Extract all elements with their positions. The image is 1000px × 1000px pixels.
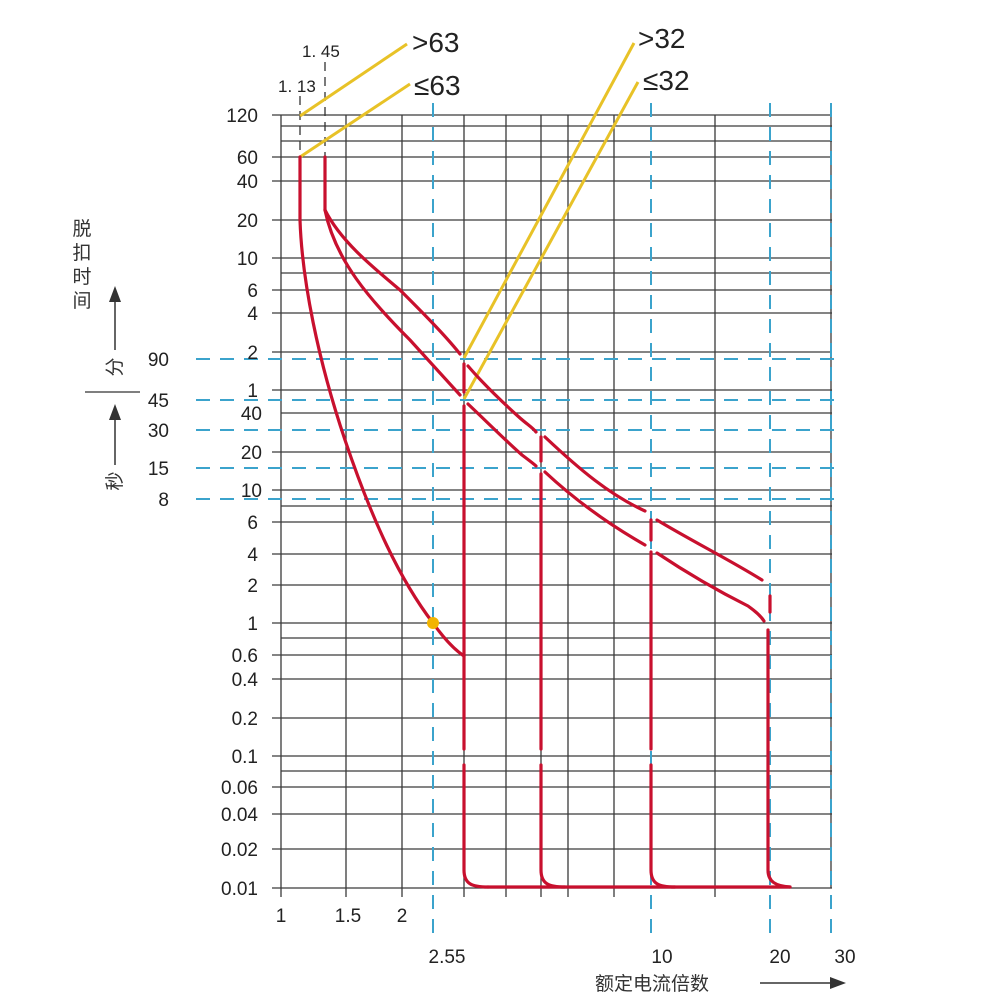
- svg-text:≤63: ≤63: [414, 70, 461, 101]
- svg-text:0.2: 0.2: [232, 709, 258, 730]
- svg-text:10: 10: [237, 249, 258, 270]
- svg-text:45: 45: [148, 391, 169, 412]
- svg-text:秒: 秒: [104, 471, 126, 490]
- svg-text:1.5: 1.5: [335, 906, 361, 927]
- svg-text:4: 4: [247, 304, 258, 325]
- svg-text:8: 8: [158, 490, 169, 511]
- svg-text:40: 40: [237, 172, 258, 193]
- svg-text:20: 20: [769, 947, 790, 968]
- svg-text:1: 1: [276, 906, 287, 927]
- guide-lines: [299, 42, 640, 400]
- unit-arrow-seconds: 秒: [104, 404, 126, 491]
- svg-text:0.06: 0.06: [221, 778, 258, 799]
- y-axis-title: 脱 扣 时 间: [72, 218, 91, 312]
- curve-upper-branch: [323, 208, 462, 356]
- svg-text:>63: >63: [412, 27, 460, 58]
- x-axis-ticks: [280, 888, 716, 897]
- svg-text:6: 6: [247, 513, 258, 534]
- svg-text:>32: >32: [638, 23, 686, 54]
- svg-text:1: 1: [247, 381, 258, 402]
- svg-text:60: 60: [237, 148, 258, 169]
- svg-text:120: 120: [226, 106, 258, 127]
- svg-text:90: 90: [148, 350, 169, 371]
- arrow-up-icon: [109, 286, 121, 302]
- svg-text:2.55: 2.55: [429, 947, 466, 968]
- svg-text:1: 1: [247, 614, 258, 635]
- svg-text:30: 30: [148, 421, 169, 442]
- svg-text:0.4: 0.4: [232, 670, 259, 691]
- svg-text:分: 分: [104, 357, 126, 376]
- annotations: >63 ≤63 >32 ≤32: [412, 23, 690, 101]
- arrow-right-icon: [830, 977, 846, 989]
- arrow-up-icon: [109, 404, 121, 420]
- svg-text:15: 15: [148, 459, 169, 480]
- svg-text:4: 4: [247, 545, 258, 566]
- svg-text:2: 2: [397, 906, 408, 927]
- svg-text:10: 10: [651, 947, 672, 968]
- svg-text:30: 30: [834, 947, 855, 968]
- svg-text:0.6: 0.6: [232, 646, 258, 667]
- svg-text:40: 40: [241, 404, 262, 425]
- svg-text:额定电流倍数: 额定电流倍数: [595, 973, 709, 995]
- svg-text:≤32: ≤32: [643, 65, 690, 96]
- reference-dashed-lines: [196, 103, 840, 940]
- svg-text:6: 6: [247, 281, 258, 302]
- svg-text:20: 20: [237, 211, 258, 232]
- x-axis-title: 额定电流倍数: [595, 973, 846, 995]
- svg-text:20: 20: [241, 443, 262, 464]
- svg-text:2: 2: [247, 576, 258, 597]
- marker-1-13-label: 1. 13: [278, 77, 316, 96]
- grid-horizontal: [272, 114, 832, 889]
- y-axis-seconds-left: 90 45 30 15 8: [148, 350, 169, 511]
- curve-lower-branch: [323, 208, 462, 397]
- y-axis-labels: 120 60 40 20 10 6 4 2 1 40 20 10 6 4 2 1…: [221, 106, 262, 900]
- svg-text:脱: 脱: [72, 218, 91, 240]
- svg-text:扣: 扣: [72, 242, 91, 264]
- svg-text:0.01: 0.01: [221, 879, 258, 900]
- svg-text:0.1: 0.1: [232, 747, 258, 768]
- unit-arrow-minutes: 分: [104, 286, 126, 377]
- marker-1-45-label: 1. 45: [302, 42, 340, 61]
- highlight-point: [427, 617, 439, 629]
- x-axis-labels: 1 1.5 2 2.55 10 20 30: [276, 906, 856, 968]
- svg-text:0.02: 0.02: [221, 840, 258, 861]
- svg-text:2: 2: [247, 343, 258, 364]
- curve-1-13: [298, 155, 466, 658]
- svg-text:间: 间: [72, 290, 91, 312]
- trip-curves: [298, 155, 792, 889]
- svg-text:10: 10: [241, 481, 262, 502]
- svg-text:0.04: 0.04: [221, 805, 258, 826]
- svg-text:时: 时: [72, 266, 91, 288]
